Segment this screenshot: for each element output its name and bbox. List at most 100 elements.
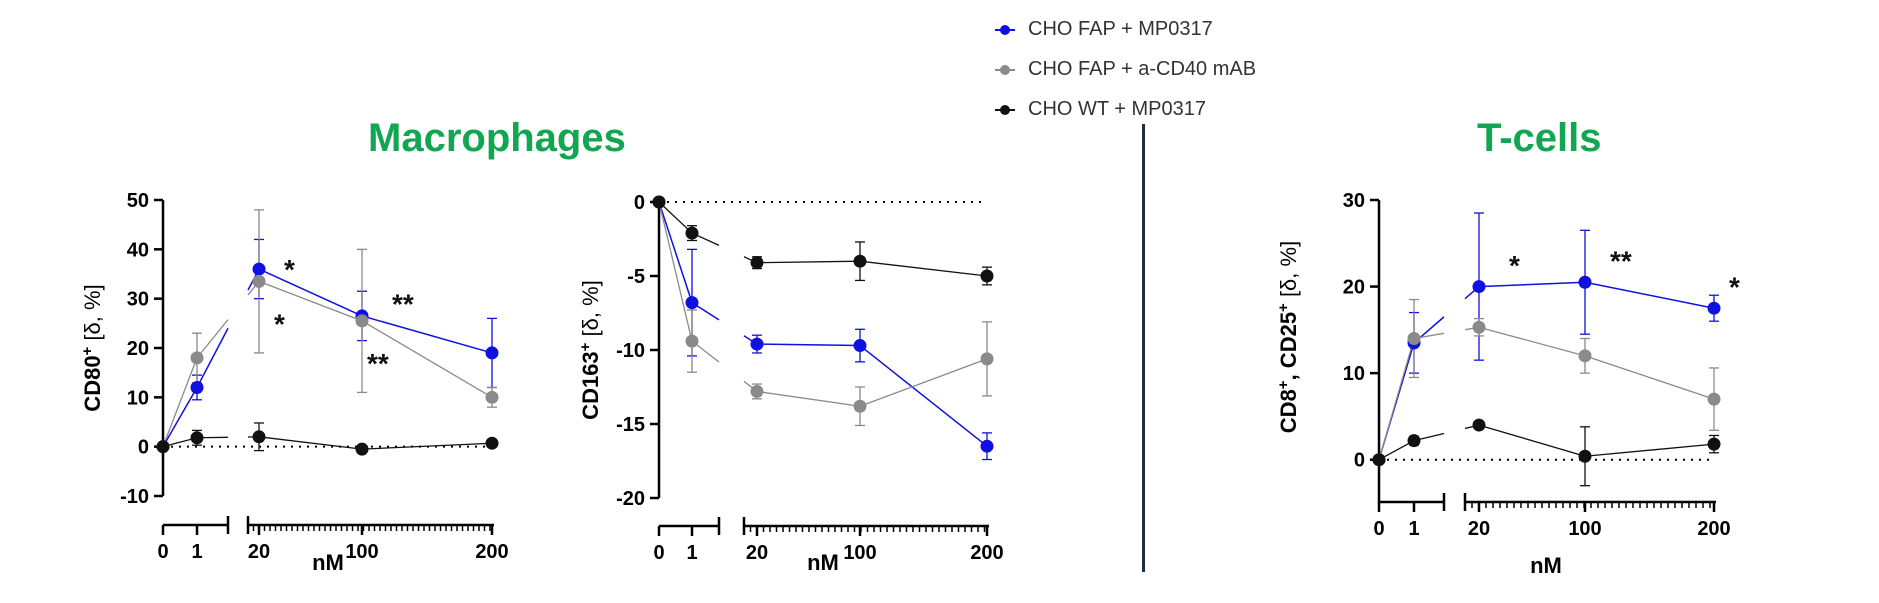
series-line [258,436,363,450]
data-point [980,352,994,366]
data-point [190,351,204,365]
x-axis-label: nM [312,550,344,575]
data-point [1578,275,1592,289]
x-tick-label: 100 [843,542,876,564]
series-line [658,201,693,303]
section-title-tcells: T-cells [1477,116,1602,160]
series-line [658,201,693,342]
data-point [485,346,499,360]
data-point [355,314,369,328]
data-point [750,256,764,270]
series-line [1378,338,1415,460]
significance-annotation: * [1509,250,1520,281]
data-point [1707,301,1721,315]
significance-annotation: ** [367,348,389,379]
y-tick-label: -10 [616,340,645,362]
series-line [859,260,988,277]
y-axis-label: CD80+ [δ, %] [79,284,106,411]
series-line [1584,443,1715,457]
y-tick-label: 20 [127,338,149,360]
legend-marker-icon [1000,105,1010,115]
data-point [750,384,764,398]
data-point [355,442,369,456]
data-point [485,436,499,450]
x-tick-label: 20 [248,541,270,563]
data-point [485,390,499,404]
data-point [1407,434,1421,448]
series-line [859,344,988,447]
data-point [685,334,699,348]
y-tick-label: -5 [627,266,645,288]
data-point [750,337,764,351]
series-line [361,442,493,450]
data-point [190,380,204,394]
legend-label: CHO FAP + a-CD40 mAB [1028,58,1257,80]
series-line [756,390,861,407]
data-point [980,269,994,283]
data-point [1407,332,1421,346]
legend-label: CHO FAP + MP0317 [1028,18,1213,40]
y-tick-label: 30 [1343,190,1365,212]
series-line [361,320,493,398]
series-line [258,268,363,317]
y-tick-label: 10 [1343,363,1365,385]
data-point [1472,418,1486,432]
data-point [1707,437,1721,451]
x-tick-label: 20 [1468,518,1490,540]
data-point [1578,349,1592,363]
y-tick-label: 0 [634,192,645,214]
section-divider [1142,124,1145,572]
significance-annotation: ** [392,289,414,320]
data-point [652,195,666,209]
significance-annotation: * [284,254,295,285]
series-line [658,201,693,234]
series-line [196,327,229,388]
x-tick-label: 0 [1373,518,1384,540]
series-line [1478,281,1586,288]
data-point [1578,449,1592,463]
data-point [1472,320,1486,334]
x-tick-label: 200 [1697,518,1730,540]
significance-annotation: * [274,308,285,339]
series-line [361,315,493,354]
data-point [685,296,699,310]
section-title-macrophages: Macrophages [368,116,626,160]
data-point [190,431,204,445]
data-point [853,399,867,413]
x-axis-label: nM [1530,553,1562,578]
y-tick-label: 30 [127,289,149,311]
data-point [252,274,266,288]
series-line [1584,355,1715,400]
x-tick-label: 1 [1408,518,1419,540]
legend-label: CHO WT + MP0317 [1028,98,1207,120]
y-tick-label: -15 [616,414,645,436]
y-axis-label: CD163+ [δ, %] [577,280,604,420]
data-point [252,262,266,276]
legend-marker-icon [1000,65,1010,75]
data-point [685,226,699,240]
series-line [1378,440,1415,461]
data-point [853,339,867,353]
x-tick-label: 100 [345,541,378,563]
y-tick-label: 40 [127,239,149,261]
y-tick-label: 50 [127,190,149,212]
series-line [1478,326,1586,357]
data-point [1472,280,1486,294]
significance-annotation: ** [1610,246,1632,277]
y-tick-label: 0 [1354,450,1365,472]
significance-annotation: * [1729,272,1740,303]
data-point [156,440,170,454]
data-point [1372,453,1386,467]
series-line [162,387,198,448]
y-tick-label: -20 [616,488,645,510]
y-axis-label: CD8+, CD25+ [δ, %] [1275,241,1302,433]
series-line [196,319,229,359]
x-tick-label: 20 [746,542,768,564]
x-tick-label: 1 [191,541,202,563]
data-point [980,439,994,453]
x-tick-label: 200 [475,541,508,563]
